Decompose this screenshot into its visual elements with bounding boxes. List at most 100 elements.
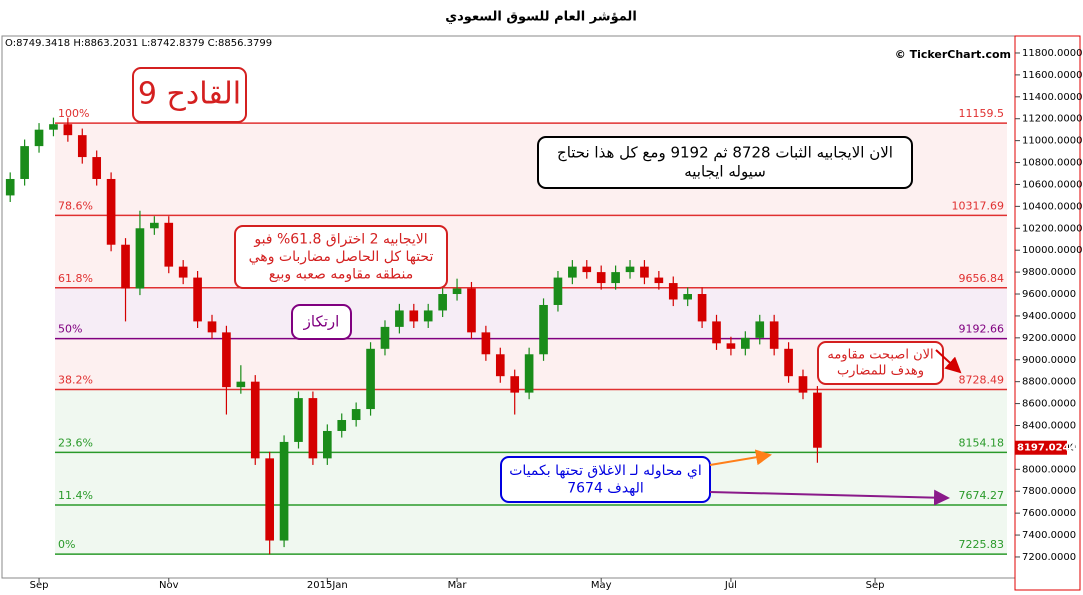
y-tick-label: 8800.0000	[1022, 377, 1076, 388]
candle-body	[423, 310, 433, 322]
candle-body	[769, 321, 779, 349]
candle-body	[294, 398, 303, 442]
candle-body	[726, 343, 736, 349]
candle-body	[697, 294, 707, 322]
candle-body	[366, 348, 375, 410]
x-tick-label: Mar	[448, 580, 468, 591]
annotation-text: منطقه مقاومه صعبه وبيع	[269, 267, 413, 283]
fib-value: 7674.27	[959, 489, 1005, 502]
candle-body	[135, 228, 145, 289]
candle-body	[106, 178, 116, 245]
candle-body	[236, 381, 246, 388]
annotation-text: الايجابيه 2 اختراق 61.8% فبو	[253, 232, 427, 248]
annotation-box	[234, 225, 448, 289]
fib-level: 50%	[58, 323, 82, 336]
candle-body	[222, 332, 231, 388]
candle-body	[640, 266, 649, 278]
y-axis-frame	[1014, 35, 1081, 591]
last-price-box	[1015, 440, 1067, 455]
annotation-text: تحتها كل الحاصل مضاربات وهي	[249, 249, 434, 265]
fib-band	[55, 389, 1007, 453]
y-tick-label: 8400.0000	[1022, 420, 1076, 431]
y-tick-label: 9400.0000	[1022, 311, 1076, 322]
candle-body	[452, 288, 462, 295]
fib-level: 11.4%	[58, 489, 93, 502]
annotation-box	[500, 456, 711, 503]
annotation-text: الهدف 7674	[567, 480, 644, 496]
candle-body	[322, 430, 332, 459]
chart-title: المؤشر العام للسوق السعودي	[445, 10, 637, 25]
candle-body	[625, 266, 635, 273]
candle-body	[467, 288, 476, 333]
candle-body	[34, 129, 44, 147]
candle-body	[150, 222, 159, 229]
fib-value: 8154.18	[959, 436, 1005, 449]
candle-body	[755, 321, 765, 338]
fib-value: 9656.84	[959, 272, 1005, 285]
candle-body	[568, 266, 577, 278]
candles	[5, 117, 822, 555]
x-tick-label: Jul	[724, 580, 737, 591]
y-tick-label: 10000.0000	[1022, 245, 1082, 256]
annotation-text: الان اصبحت مقاومه	[827, 347, 933, 362]
x-tick-label: 2015Jan	[307, 580, 348, 591]
candle-body	[380, 326, 390, 349]
candle-body	[5, 178, 15, 196]
y-tick-label: 7600.0000	[1022, 508, 1076, 519]
candle-body	[77, 135, 87, 158]
y-tick-label: 10200.0000	[1022, 223, 1082, 234]
y-tick-label: 8000.0000	[1022, 464, 1076, 475]
candle-body	[308, 398, 318, 459]
fib-level: 23.6%	[58, 436, 93, 449]
y-tick-label: 11800.0000	[1022, 48, 1082, 59]
candle-body	[596, 272, 606, 284]
candle-body	[250, 381, 260, 459]
fib-level: 78.6%	[58, 199, 93, 212]
fib-value: 10317.69	[952, 199, 1005, 212]
fib-level: 38.2%	[58, 374, 93, 387]
annotation-text: ارتكاز	[303, 313, 340, 331]
annotation-text: سيوله ايجابيه	[684, 162, 766, 180]
fib-level: 61.8%	[58, 272, 93, 285]
candle-body	[164, 222, 174, 267]
y-tick-label: 10600.0000	[1022, 179, 1082, 190]
y-tick-label: 9200.0000	[1022, 333, 1076, 344]
fib-level: 0%	[58, 538, 75, 551]
annotation-text: وهدف للمضارب	[837, 364, 924, 379]
arrow	[709, 489, 950, 506]
candle-body	[49, 124, 58, 130]
annotation-text: اي محاوله لـ الاغلاق تحتها بكميات	[509, 463, 701, 479]
annotation-text: الان الايجابيه الثبات 8728 ثم 9192 ومع ك…	[557, 144, 893, 163]
candle-body	[741, 337, 750, 349]
y-tick-label: 8600.0000	[1022, 399, 1076, 410]
arrow	[709, 449, 772, 466]
candle-body	[438, 294, 447, 311]
fib-value: 11159.5	[959, 107, 1005, 120]
candle-body	[481, 332, 491, 355]
candle-body	[813, 392, 822, 448]
x-tick-label: Sep	[30, 580, 49, 591]
annotation-text: القادح 9	[138, 77, 241, 112]
candle-body	[524, 354, 534, 393]
candle-body	[20, 146, 29, 179]
candle-body	[207, 321, 217, 333]
candle-body	[63, 124, 73, 136]
candle-body	[510, 376, 520, 393]
candle-body	[409, 310, 419, 322]
fib-band	[55, 505, 1007, 555]
y-tick-label: 9000.0000	[1022, 355, 1076, 366]
arrow	[935, 349, 962, 374]
candle-body	[611, 272, 620, 284]
ohlc-header: O:8749.3418 H:8863.2031 L:8742.8379 C:88…	[5, 38, 272, 49]
y-tick-label: 11000.0000	[1022, 136, 1082, 147]
last-price-label: 8197.0244	[1017, 443, 1077, 454]
candle-body	[582, 266, 592, 273]
candle-body	[337, 420, 347, 431]
candle-body	[92, 157, 102, 179]
fib-value: 9192.66	[959, 323, 1005, 336]
y-tick-label: 9600.0000	[1022, 289, 1076, 300]
fib-band	[55, 215, 1007, 288]
fib-value: 8728.49	[959, 374, 1005, 387]
